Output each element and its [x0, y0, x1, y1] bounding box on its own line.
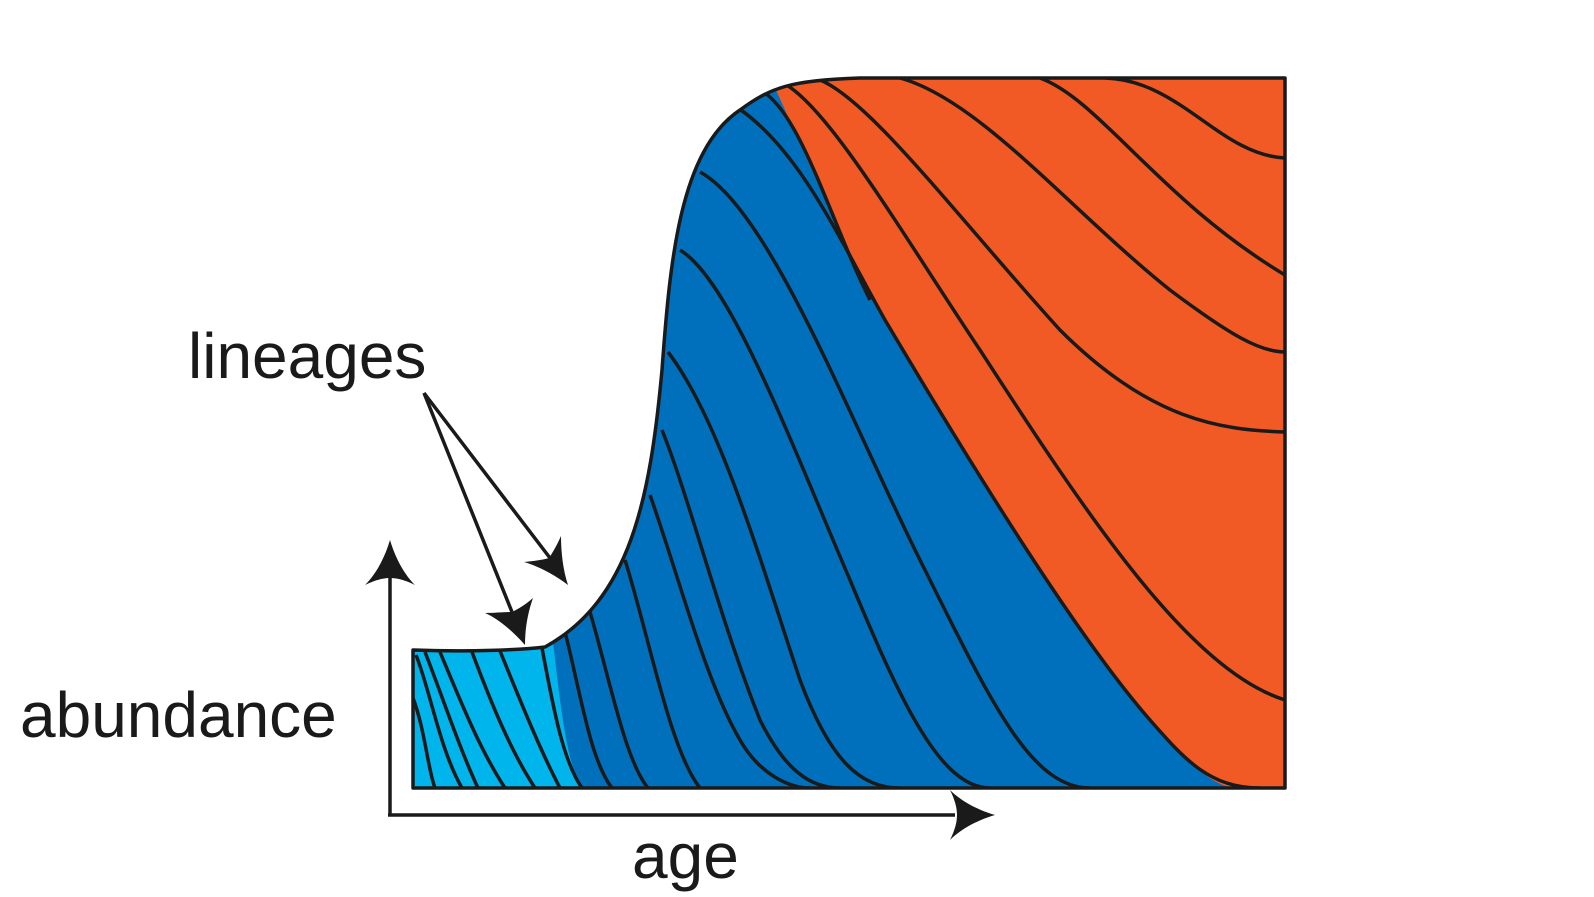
lineage-curve — [759, 88, 872, 301]
axes — [365, 540, 995, 840]
lineage-curve — [819, 78, 1285, 434]
lineage-curve — [588, 611, 650, 788]
pointer-arrowhead-right — [524, 536, 568, 585]
lineage-pointers — [422, 391, 568, 645]
lineage-curve — [784, 82, 1285, 702]
lineage-curve — [648, 494, 811, 788]
lineage-curve — [423, 651, 480, 788]
region-outline — [411, 76, 1287, 790]
lineage-curve — [737, 106, 1261, 788]
lineage-curve — [1039, 78, 1285, 277]
x-axis-arrowhead — [950, 790, 995, 840]
lineage-curve — [414, 654, 464, 788]
lineage-stack — [413, 78, 1285, 788]
pointer-arrowhead-left — [485, 598, 533, 645]
pointer-line-left — [422, 392, 514, 613]
abundance-label: abundance — [20, 679, 337, 751]
lineage-curve — [623, 559, 702, 788]
lineage-curve — [470, 651, 537, 788]
lineage-curve — [660, 429, 841, 788]
lineage-curve — [679, 248, 991, 788]
lineages-label: lineages — [188, 320, 426, 392]
lineage-curve — [498, 650, 562, 788]
lineage-curves — [413, 78, 1285, 788]
age-label: age — [632, 820, 739, 892]
lineage-curve — [540, 647, 584, 788]
pointer-line-right — [422, 391, 552, 560]
lineage-curve — [563, 631, 614, 788]
lineage-curve — [438, 651, 507, 788]
lineage-curve — [899, 78, 1285, 354]
lineage-curve — [1104, 78, 1285, 160]
y-axis-arrowhead — [365, 540, 415, 585]
lineage-curve — [413, 697, 437, 788]
lineage-curve — [699, 170, 1091, 788]
lineage-curve — [666, 350, 901, 788]
